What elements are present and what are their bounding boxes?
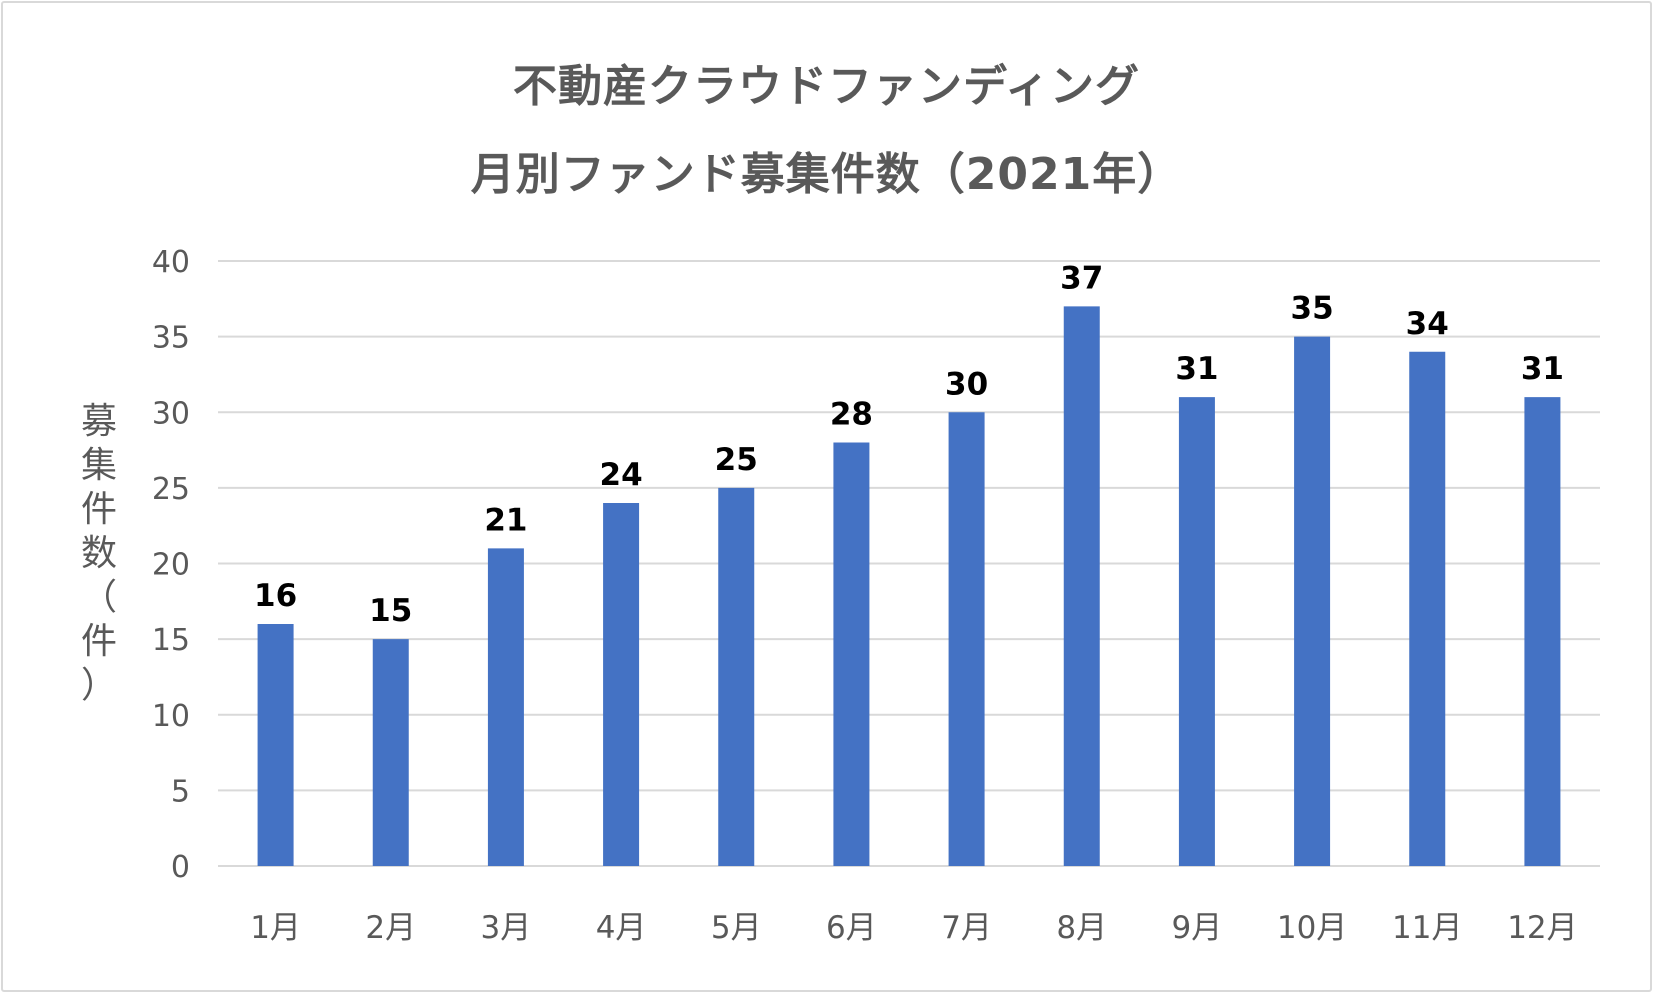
data-label: 37: [1060, 260, 1103, 296]
bar: [1524, 397, 1561, 866]
bar: [1409, 351, 1446, 866]
y-tick-label: 0: [171, 850, 190, 885]
y-tick-label: 30: [152, 396, 190, 431]
data-label: 24: [600, 457, 643, 493]
y-axis-label-char: ）: [80, 665, 117, 706]
bars: [257, 306, 1561, 866]
gridlines: [218, 260, 1600, 867]
bar: [1063, 306, 1100, 866]
x-tick-label: 12月: [1507, 910, 1577, 946]
x-tick-label: 4月: [596, 910, 647, 946]
y-axis-ticks: 0 5 10 15 20 25 30 35 40: [152, 245, 190, 885]
bar: [1178, 397, 1215, 866]
y-tick-label: 5: [171, 774, 190, 809]
x-axis-ticks: 1月 2月 3月 4月 5月 6月 7月 8月 9月 10月 11月 12月: [250, 910, 1577, 946]
data-label: 35: [1291, 291, 1334, 327]
chart-title-line-1: 不動産クラウドファンディング: [513, 61, 1140, 112]
data-label: 30: [945, 366, 988, 402]
data-label: 21: [484, 502, 527, 538]
bar: [257, 624, 294, 866]
data-label: 15: [369, 593, 412, 629]
y-axis-label-char: 募: [80, 401, 117, 442]
x-tick-label: 7月: [941, 910, 992, 946]
x-tick-label: 1月: [250, 910, 301, 946]
bar: [833, 442, 870, 866]
y-axis-label-char: 集: [80, 445, 117, 486]
y-axis-label-char: 件: [80, 489, 117, 530]
x-tick-label: 11月: [1392, 910, 1462, 946]
x-tick-label: 2月: [365, 910, 416, 946]
x-tick-label: 10月: [1277, 910, 1347, 946]
y-tick-label: 40: [152, 245, 190, 280]
data-label: 16: [254, 578, 297, 614]
bar: [603, 503, 640, 866]
bar: [948, 412, 985, 866]
y-tick-label: 25: [152, 472, 190, 507]
data-label: 34: [1406, 306, 1449, 342]
y-tick-label: 15: [152, 623, 190, 658]
x-tick-label: 6月: [826, 910, 877, 946]
x-tick-label: 8月: [1056, 910, 1107, 946]
y-tick-label: 20: [152, 548, 190, 583]
chart-title-line-2: 月別ファンド募集件数（2021年）: [470, 149, 1183, 200]
x-tick-label: 5月: [711, 910, 762, 946]
data-labels: 16 15 21 24 25 28 30 37 31 35 34 31: [254, 260, 1564, 629]
y-axis-label-char: 件: [80, 621, 117, 662]
x-tick-label: 3月: [481, 910, 532, 946]
bar: [372, 639, 409, 866]
bar: [718, 487, 755, 866]
y-axis-label-char: （: [80, 577, 117, 618]
data-label: 25: [715, 442, 758, 478]
bar: [1294, 336, 1331, 866]
y-axis-label: 募集件数（件）: [76, 400, 122, 708]
y-tick-label: 10: [152, 699, 190, 734]
data-label: 31: [1175, 351, 1218, 387]
data-label: 28: [830, 397, 873, 433]
y-axis-label-char: 数: [80, 533, 117, 574]
bar: [487, 548, 524, 866]
data-label: 31: [1521, 351, 1564, 387]
x-tick-label: 9月: [1172, 910, 1223, 946]
y-tick-label: 35: [152, 321, 190, 356]
